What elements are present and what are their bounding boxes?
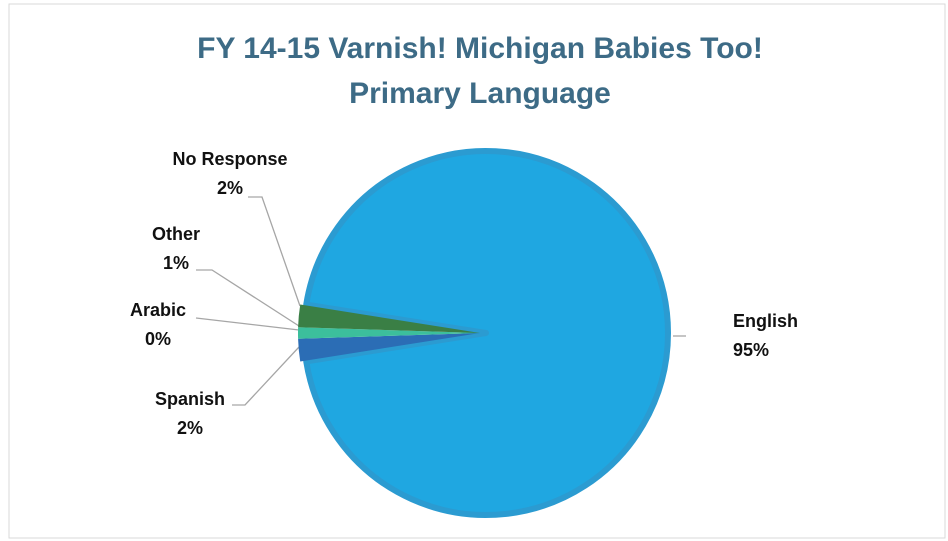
pie-slice <box>298 327 480 339</box>
leader-line <box>248 196 301 307</box>
chart-title: Primary Language <box>349 77 611 110</box>
slice-label-value: 95% <box>733 340 769 360</box>
pie-slice <box>303 148 671 518</box>
slice-label-value: 2% <box>177 418 203 438</box>
slice-label-name: Other <box>152 224 200 244</box>
pie-slice <box>298 333 480 362</box>
slice-label-name: Arabic <box>130 300 186 320</box>
slice-label-value: 1% <box>163 253 189 273</box>
chart-title: FY 14-15 Varnish! Michigan Babies Too! <box>197 32 763 65</box>
slice-label-value: 2% <box>217 178 243 198</box>
leader-line <box>195 317 300 331</box>
slice-label-value: 0% <box>145 329 171 349</box>
leader-line <box>232 346 300 406</box>
leader-line <box>196 269 300 327</box>
pie-slice <box>298 304 480 333</box>
slice-label-name: No Response <box>172 149 287 169</box>
leader-lines <box>195 196 686 406</box>
slice-label-name: Spanish <box>155 389 225 409</box>
slice-label-name: English <box>733 311 798 331</box>
